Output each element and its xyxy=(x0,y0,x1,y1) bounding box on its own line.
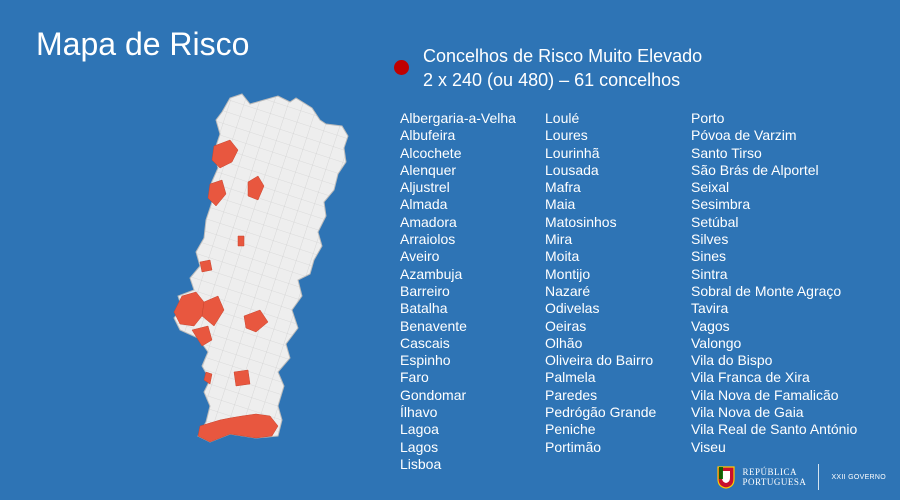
municipality-item: Silves xyxy=(691,231,729,248)
municipality-item: Tavira xyxy=(691,300,729,317)
municipality-item: Vila do Bispo xyxy=(691,352,773,369)
municipality-item: Sobral de Monte Agraço xyxy=(691,282,842,299)
municipality-item: Gondomar xyxy=(400,386,467,403)
municipality-item: Oeiras xyxy=(545,317,587,334)
municipality-item: Lourinhã xyxy=(545,144,600,161)
portugal-map-svg xyxy=(173,93,349,443)
municipality-item: Nazaré xyxy=(545,282,591,299)
municipality-item: Sesimbra xyxy=(691,196,751,213)
municipality-item: Montijo xyxy=(545,265,591,282)
municipality-item: Pedrógão Grande xyxy=(545,404,657,421)
municipality-item: Vila Nova de Gaia xyxy=(691,404,804,421)
republica-line1: REPÚBLICA xyxy=(742,467,797,477)
municipality-item: Matosinhos xyxy=(545,213,617,230)
footer-divider xyxy=(818,464,820,490)
governo-label: XXII GOVERNO xyxy=(831,473,886,481)
municipality-item: Mafra xyxy=(545,179,581,196)
municipality-item: São Brás de Alportel xyxy=(691,161,819,178)
municipality-item: Lagoa xyxy=(400,421,439,438)
municipality-item: Aljustrel xyxy=(400,179,450,196)
page-title: Mapa de Risco xyxy=(36,26,250,62)
municipality-column-2: Loulé Loures Lourinhã Lousada Mafra Maia Matos… xyxy=(545,110,656,456)
municipality-item: Lagos xyxy=(400,438,439,455)
high-risk-regions xyxy=(173,139,279,443)
municipality-item: Póvoa de Varzim xyxy=(691,127,797,144)
municipality-item: Espinho xyxy=(400,352,451,369)
municipality-item: Faro xyxy=(400,369,429,386)
legend-heading: Concelhos de Risco Muito Elevado xyxy=(423,46,703,66)
republica-line2: PORTUGUESA xyxy=(742,477,807,487)
risk-dot-icon xyxy=(394,60,409,75)
municipality-item: Portimão xyxy=(545,438,602,455)
municipality-item: Loures xyxy=(545,127,588,144)
municipality-item: Lousada xyxy=(545,161,599,178)
legend-subheading: 2 x 240 (ou 480) – 61 concelhos xyxy=(423,70,681,90)
municipality-item: Benavente xyxy=(400,317,467,334)
municipality-item: Loulé xyxy=(545,110,580,126)
municipality-item: Alenquer xyxy=(400,161,457,178)
municipality-item: Mira xyxy=(545,231,573,248)
municipality-item: Vila Real de Santo António xyxy=(691,421,858,438)
municipality-item: Alcochete xyxy=(400,144,462,161)
municipality-item: Batalha xyxy=(400,300,448,317)
municipality-item: Olhão xyxy=(545,334,583,351)
municipality-item: Ílhavo xyxy=(400,404,438,421)
municipality-item: Almada xyxy=(400,196,448,213)
municipality-item: Moita xyxy=(545,248,580,265)
municipality-item: Albufeira xyxy=(400,127,456,144)
municipality-column-3: Porto Póvoa de Varzim Santo Tirso São Brás … xyxy=(691,110,857,456)
municipality-item: Vila Franca de Xira xyxy=(691,369,810,386)
municipality-item: Santo Tirso xyxy=(691,144,762,161)
municipality-item: Vila Nova de Famalicão xyxy=(691,386,839,403)
municipality-item: Valongo xyxy=(691,334,742,351)
municipality-item: Palmela xyxy=(545,369,596,386)
municipality-item: Setúbal xyxy=(691,213,739,230)
municipality-item: Aveiro xyxy=(400,248,440,265)
municipality-item: Maia xyxy=(545,196,576,213)
footer: REPÚBLICA PORTUGUESA XXII GOVERNO xyxy=(716,462,886,492)
municipality-item: Sines xyxy=(691,248,727,265)
municipality-item: Arraiolos xyxy=(400,231,456,248)
municipality-item: Albergaria-a-Velha xyxy=(400,110,516,126)
municipality-item: Barreiro xyxy=(400,282,450,299)
municipality-item: Peniche xyxy=(545,421,596,438)
municipality-item: Sintra xyxy=(691,265,728,282)
municipality-item: Paredes xyxy=(545,386,598,403)
municipality-item: Vagos xyxy=(691,317,730,334)
municipality-item: Seixal xyxy=(691,179,730,196)
municipality-column-1: Albergaria-a-Velha Albufeira Alcochete Alen… xyxy=(400,110,516,473)
municipality-item: Amadora xyxy=(400,213,457,230)
municipality-item: Azambuja xyxy=(400,265,463,282)
municipality-item: Cascais xyxy=(400,334,450,351)
municipality-item: Odivelas xyxy=(545,300,600,317)
legend: Concelhos de Risco Muito Elevado 2 x 240… xyxy=(394,44,702,92)
coat-of-arms-icon xyxy=(717,466,736,489)
municipality-item: Viseu xyxy=(691,438,726,455)
municipality-item: Porto xyxy=(691,110,725,126)
republica-portuguesa-logo: REPÚBLICA PORTUGUESA xyxy=(716,465,806,489)
portugal-risk-map xyxy=(160,90,360,450)
municipality-item: Lisboa xyxy=(400,455,442,472)
municipality-item: Oliveira do Bairro xyxy=(545,352,654,369)
